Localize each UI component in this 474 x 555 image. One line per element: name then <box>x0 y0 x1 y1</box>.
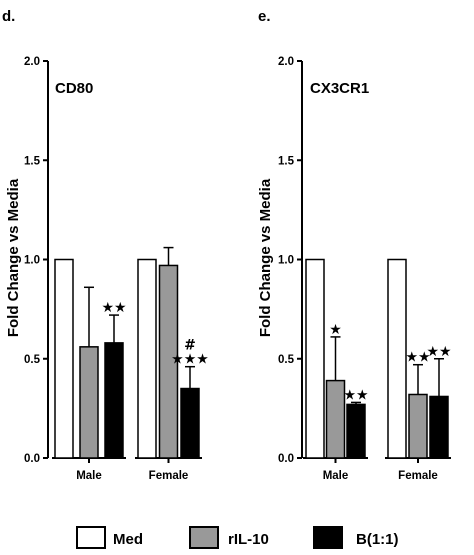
y-axis-label: Fold Change vs Media <box>5 178 22 337</box>
significance-marker: # <box>184 338 196 354</box>
significance-marker: ★ <box>329 322 342 338</box>
legend-label-med: Med <box>113 531 143 548</box>
legend-swatch-ril10 <box>189 526 219 549</box>
bar <box>54 258 74 459</box>
legend-item-b11: B(1:1) <box>313 526 399 549</box>
panel-e: e. Fold Change vs Media CX3CR1 0.0 0.5 1.0… <box>257 8 452 482</box>
legend-item-med: Med <box>76 526 143 549</box>
bar <box>325 379 346 459</box>
legend-label-ril10: rIL-10 <box>228 531 269 548</box>
y-tick-label: 2.0 <box>278 56 294 68</box>
bar <box>137 258 157 459</box>
bar <box>104 342 124 459</box>
panel-letter: d. <box>2 8 15 25</box>
x-tick-label: Male <box>76 470 102 482</box>
legend-swatch-b11 <box>313 526 343 549</box>
y-tick-label: 2.0 <box>24 56 40 68</box>
panel-letter: e. <box>258 8 271 25</box>
y-tick-label: 0.0 <box>278 453 294 465</box>
y-tick-label: 1.5 <box>24 155 41 167</box>
x-tick-label: Female <box>149 470 189 482</box>
significance-marker: ★★★ <box>171 352 209 368</box>
y-tick-label: 1.0 <box>24 255 40 267</box>
legend-label-b11: B(1:1) <box>356 531 399 548</box>
y-tick-label: 0.5 <box>24 354 41 366</box>
y-tick-label: 0.0 <box>24 453 40 465</box>
significance-marker: ★★ <box>101 300 126 316</box>
legend-item-ril10: rIL-10 <box>189 526 269 549</box>
bar <box>346 403 366 459</box>
y-tick-label: 0.5 <box>278 354 295 366</box>
significance-marker: ★★ <box>426 344 451 360</box>
significance-marker: ★★ <box>405 350 430 366</box>
bar <box>305 258 325 459</box>
legend-swatch-med <box>76 526 106 549</box>
chart-title: CX3CR1 <box>310 80 369 97</box>
bar <box>408 393 428 459</box>
bar <box>180 387 200 459</box>
y-tick-label: 1.0 <box>278 255 294 267</box>
x-tick-label: Female <box>398 470 438 482</box>
y-axis-label: Fold Change vs Media <box>257 178 274 337</box>
legend: Med rIL-10 B(1:1) <box>76 526 399 549</box>
panel-d: d. Fold Change vs Media CD80 0.0 0.5 1.0 1.… <box>2 8 209 482</box>
bar <box>79 346 99 459</box>
bar <box>429 395 449 459</box>
bar <box>387 258 407 459</box>
chart-title: CD80 <box>55 80 93 97</box>
x-tick-label: Male <box>323 470 349 482</box>
y-tick-label: 1.5 <box>278 155 295 167</box>
significance-marker: ★★ <box>343 387 368 403</box>
